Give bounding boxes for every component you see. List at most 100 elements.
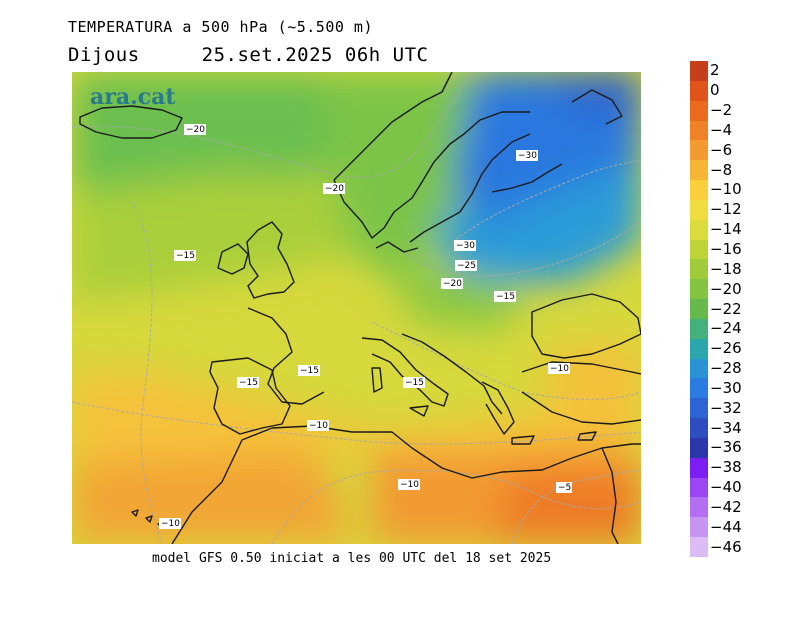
adriatic-east [401, 333, 503, 415]
contour-labels: −20 −20 −30 −30 −25 −20 −15 −15 −15 −15 −15 −10 −10 −… [159, 124, 572, 529]
legend-value: −26 [710, 339, 742, 358]
temperature-map: −20 −20 −30 −30 −25 −20 −15 −15 −15 −15 −15 −10 −10 −… [72, 72, 641, 544]
legend-swatch [690, 437, 708, 459]
temperature-field [72, 72, 641, 544]
legend-value: −14 [710, 220, 742, 239]
contour-label-bg [556, 482, 572, 493]
contour-label-bg [298, 365, 320, 376]
iberia [209, 357, 291, 435]
legend-swatch [690, 80, 708, 102]
isotherms [72, 72, 641, 544]
contour-label-bg [454, 240, 476, 251]
levant-nile [601, 447, 619, 544]
white-sea [571, 89, 623, 125]
scandinavia [333, 72, 453, 181]
forecast-day: Dijous [68, 44, 140, 66]
baltic [409, 133, 531, 243]
legend-value: −12 [710, 200, 742, 219]
iceland [79, 105, 183, 139]
ireland [217, 243, 249, 275]
contour-label: −15 [405, 378, 424, 388]
sardinia [371, 367, 383, 393]
legend-swatch [690, 318, 708, 340]
legend-value: −30 [710, 378, 742, 397]
legend-swatch [690, 398, 708, 419]
turkey [521, 361, 641, 375]
contour-label: −10 [400, 480, 419, 490]
contour-label: −15 [176, 251, 195, 261]
contour-label-bg [403, 377, 425, 388]
contour-label-bg [441, 278, 463, 289]
legend-swatch [690, 140, 708, 161]
legend-value: −22 [710, 299, 742, 318]
italy [361, 337, 449, 407]
coastlines [79, 72, 641, 544]
legend-value: −40 [710, 478, 742, 497]
chart-title: TEMPERATURA a 500 hPa (~5.500 m) [68, 18, 373, 36]
legend-value: −8 [710, 160, 733, 179]
legend-value: −18 [710, 259, 742, 278]
legend-swatch [690, 537, 708, 558]
contour-label: −15 [496, 292, 515, 302]
contour-label: −15 [300, 366, 319, 376]
contour-label-bg [398, 479, 420, 490]
contour-label-bg [548, 363, 570, 374]
legend-swatch [690, 299, 708, 320]
legend-swatch [690, 457, 708, 479]
black-sea [531, 293, 641, 359]
legend-swatch [690, 477, 708, 498]
contour-label: −30 [518, 151, 537, 161]
contour-label: −20 [325, 184, 344, 194]
sicily [409, 405, 429, 417]
cyprus [577, 431, 597, 441]
legend-value: −32 [710, 398, 742, 417]
greece [481, 381, 515, 435]
legend-value: −6 [710, 140, 733, 159]
legend-value: −34 [710, 418, 742, 437]
legend-value: −10 [710, 180, 742, 199]
legend-swatch [690, 100, 708, 121]
finland-gulf [491, 163, 563, 193]
british-isles [246, 221, 295, 299]
contour-label: −5 [558, 483, 571, 493]
legend-value: −28 [710, 359, 742, 378]
contour-label: −10 [550, 364, 569, 374]
legend-swatch [690, 239, 708, 260]
contour-label-bg [184, 124, 206, 135]
legend-value: −44 [710, 517, 742, 536]
legend-value: 2 [710, 61, 720, 80]
legend-value: 0 [710, 81, 720, 100]
legend-value: −24 [710, 319, 742, 338]
contour-label: −20 [443, 279, 462, 289]
legend-value: −2 [710, 101, 733, 120]
legend-swatch [690, 517, 708, 538]
legend-swatch [690, 180, 708, 201]
contour-label: −25 [457, 261, 476, 271]
model-info: model GFS 0.50 iniciat a les 00 UTC del … [152, 551, 552, 566]
legend-swatch [690, 199, 708, 221]
legend-swatch [690, 497, 708, 518]
france-coast [247, 307, 325, 405]
brand-logo: ara.cat [90, 84, 176, 110]
legend-value: −20 [710, 279, 742, 298]
contour-label: −30 [456, 241, 475, 251]
contour-label: −20 [186, 125, 205, 135]
legend-value: −46 [710, 537, 742, 556]
contour-label-bg [159, 518, 181, 529]
contour-label: −10 [309, 421, 328, 431]
contour-label-bg [237, 377, 259, 388]
contour-label-bg [516, 150, 538, 161]
legend-swatch [690, 338, 708, 360]
legend-swatch [690, 120, 708, 141]
legend-swatch [690, 279, 708, 300]
legend-swatch [690, 259, 708, 280]
north-africa [171, 425, 641, 544]
legend-value: −16 [710, 239, 742, 258]
legend-value: −4 [710, 120, 733, 139]
legend-swatch [690, 160, 708, 181]
legend-swatch [690, 61, 708, 82]
color-legend [690, 61, 708, 558]
contour-label: −15 [239, 378, 258, 388]
contour-label-bg [307, 420, 329, 431]
legend-value: −38 [710, 458, 742, 477]
